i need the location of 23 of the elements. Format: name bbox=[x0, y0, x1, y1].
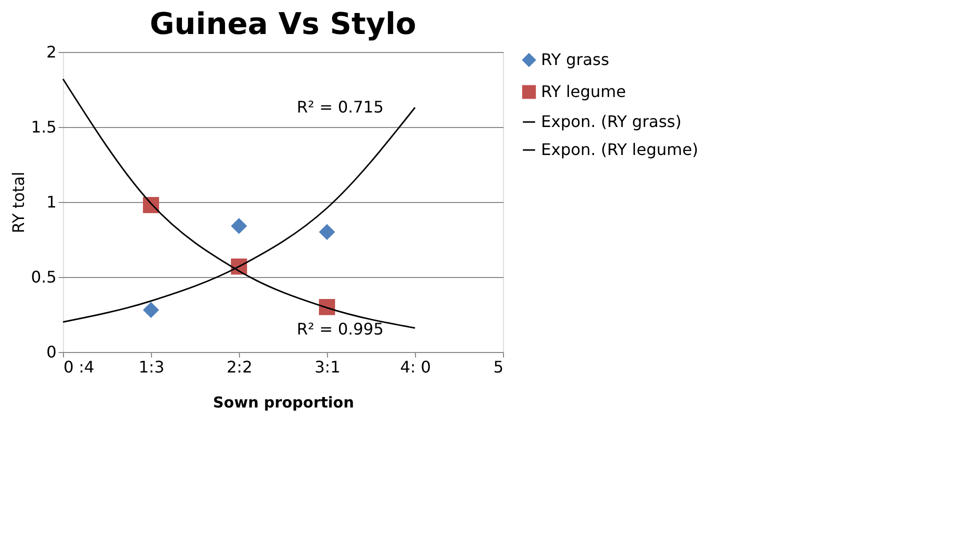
y-tick-label: 1 bbox=[46, 192, 56, 212]
point bbox=[142, 302, 160, 318]
legend-label: RY grass bbox=[541, 50, 610, 69]
x-axis-title: Sown proportion bbox=[212, 394, 354, 412]
legend-label: RY legume bbox=[541, 82, 626, 101]
point bbox=[318, 224, 336, 240]
x-tick-label: 2:2 bbox=[226, 358, 252, 376]
y-tick-label: 1.5 bbox=[31, 118, 56, 136]
annotation: R² = 0.715 bbox=[296, 98, 384, 116]
y-tick-label: 0 bbox=[46, 342, 56, 362]
legend-label: Expon. (RY legume) bbox=[541, 140, 698, 159]
legend-label: Expon. (RY grass) bbox=[541, 112, 682, 131]
y-tick-label: 2 bbox=[46, 42, 56, 62]
y-tick-label: 0.5 bbox=[31, 268, 56, 286]
x-tick-label: 3:1 bbox=[314, 358, 340, 376]
annotation: R² = 0.995 bbox=[296, 320, 384, 338]
x-tick-label: 4: 0 bbox=[400, 358, 431, 376]
y-axis-title: RY total bbox=[9, 172, 28, 234]
x-tick-label: 0 :4 bbox=[64, 358, 94, 376]
chart-title: Guinea Vs Stylo bbox=[150, 7, 416, 42]
x-tick-label: 5 bbox=[493, 358, 504, 376]
point bbox=[230, 218, 248, 234]
x-tick-label: 1:3 bbox=[138, 358, 164, 376]
